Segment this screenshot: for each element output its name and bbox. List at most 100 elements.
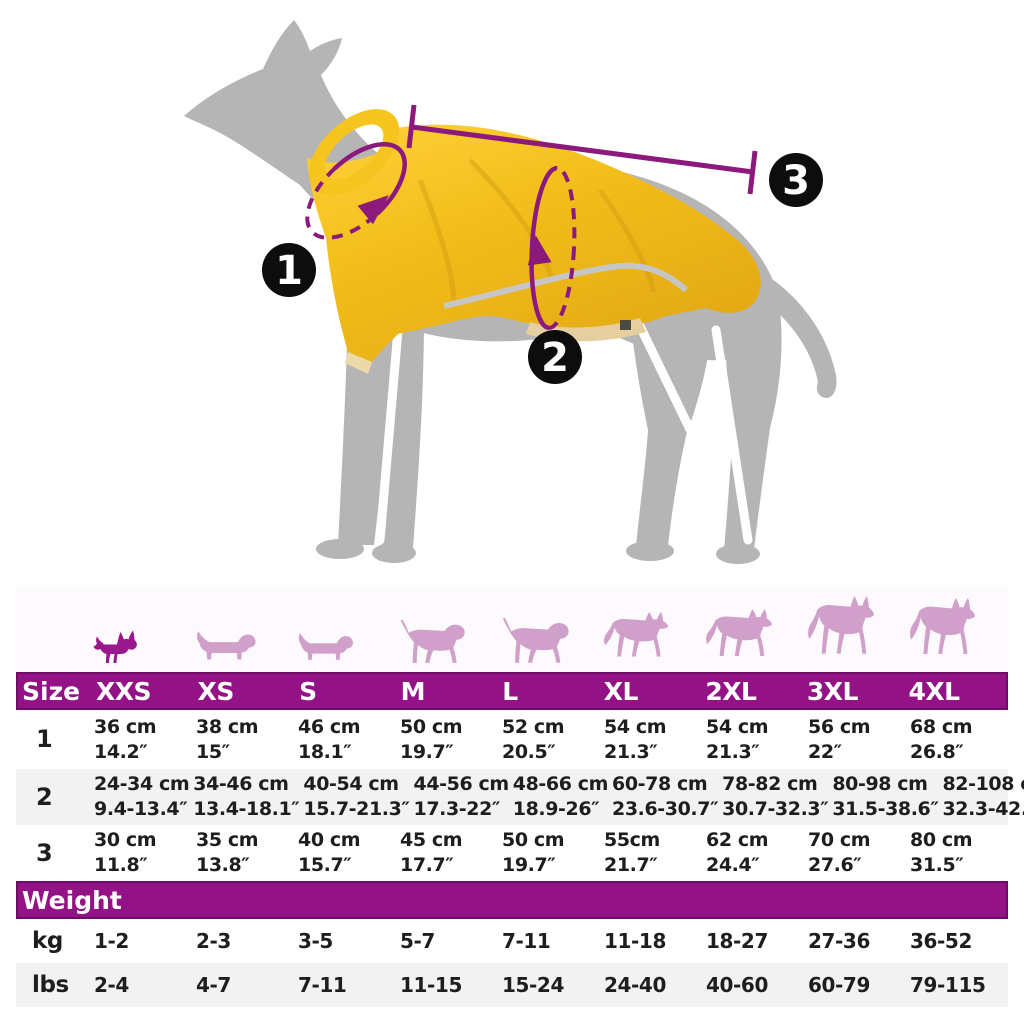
in-value: 15″: [196, 740, 230, 763]
in-value: 18.9-26″: [512, 798, 600, 820]
size-cell: 54 cm 21.3″: [702, 715, 804, 765]
cm-value: 82-108 cm: [942, 773, 1024, 795]
cm-value: 36 cm: [94, 715, 157, 738]
in-value: 21.3″: [604, 740, 658, 763]
cm-value: 50 cm: [502, 829, 565, 851]
in-value: 17.7″: [400, 854, 454, 876]
cm-value: 35 cm: [196, 829, 259, 851]
cm-value: 34-46 cm: [193, 773, 289, 795]
size-cell: 50 cm 19.7″: [396, 715, 498, 765]
lbs-cell: 11-15: [400, 972, 462, 997]
in-value: 32.3-42.5″: [942, 798, 1024, 820]
row-label-lbs: lbs: [32, 971, 69, 998]
cm-value: 30 cm: [94, 829, 157, 851]
front-flap-edge: [345, 352, 372, 374]
column-header-xl: XL: [603, 676, 639, 706]
markers: 1 2 3: [262, 153, 823, 384]
column-header-4xl: 4XL: [908, 676, 960, 706]
size-cell: 30 cm 11.8″: [90, 828, 192, 878]
size-cell: 60-78 cm 23.6-30.7″: [608, 772, 719, 822]
in-value: 20.5″: [502, 740, 556, 763]
great-dane-icon: [906, 594, 1008, 672]
size-cell: 82-108 cm 32.3-42.5″: [938, 772, 1024, 822]
weight-row-lbs: lbs 2-4 4-7 7-11 11-15 15-24 24-40 40-60…: [16, 963, 1008, 1007]
cm-value: 80 cm: [910, 829, 973, 851]
size-cell: 80 cm 31.5″: [906, 828, 1008, 878]
measurement-annotations: [305, 104, 758, 331]
cm-value: 48-66 cm: [512, 773, 609, 795]
dog-tail: [750, 270, 837, 398]
in-value: 19.7″: [502, 854, 556, 876]
in-value: 11.8″: [94, 854, 148, 876]
size-cell: 54 cm 21.3″: [600, 715, 702, 765]
column-header-m: M: [400, 676, 426, 706]
cm-value: 62 cm: [706, 829, 769, 851]
size-cell: 24-34 cm 9.4-13.4″: [90, 772, 190, 822]
leg-separators: [375, 313, 753, 545]
back-length-line: [406, 104, 758, 195]
column-header-xxs: XXS: [96, 676, 152, 706]
column-header-3xl: 3XL: [806, 676, 859, 706]
size-cell: 45 cm 17.7″: [396, 828, 498, 878]
size-cell: 55cm 21.7″: [600, 828, 702, 878]
weight-header-label: Weight: [22, 885, 122, 915]
size-header-row: Size XXS XS S M L XL 2XL 3XL 4XL: [16, 672, 1008, 710]
cm-value: 54 cm: [604, 715, 667, 738]
reflective-stripe: [443, 262, 688, 309]
dog-hind-leg: [628, 296, 712, 546]
cm-value: 78-82 cm: [722, 773, 818, 795]
in-value: 30.7-32.3″: [722, 798, 829, 820]
cm-value: 70 cm: [808, 829, 871, 851]
kg-cell: 1-2: [94, 928, 129, 953]
in-value: 9.4-13.4″: [94, 798, 188, 820]
marker-2-badge: [528, 330, 582, 384]
german-shepherd-icon: [600, 609, 702, 672]
size-cell: 52 cm 20.5″: [498, 715, 600, 765]
measurement-row-2: 2 24-34 cm 9.4-13.4″ 34-46 cm 13.4-18.1″ 4…: [16, 769, 1024, 825]
cm-value: 60-78 cm: [612, 773, 708, 795]
size-cell: 80-98 cm 31.5-38.6″: [828, 772, 939, 822]
in-value: 27.6″: [808, 854, 862, 876]
column-header-s: S: [299, 676, 317, 706]
neck-measure-ellipse: [305, 141, 407, 240]
cm-value: 55cm: [604, 829, 660, 851]
size-cell: 68 cm 26.8″: [906, 715, 1008, 765]
in-value: 18.1″: [298, 740, 352, 763]
in-value: 22″: [808, 740, 842, 763]
in-value: 26.8″: [910, 740, 964, 763]
column-header-xs: XS: [197, 676, 235, 706]
dachshund-icon: [192, 628, 294, 672]
in-value: 15.7-21.3″: [303, 798, 410, 820]
cm-value: 54 cm: [706, 715, 769, 738]
cm-value: 68 cm: [910, 715, 973, 738]
chest-measure-ellipse: [529, 165, 577, 331]
marker-1-number: 1: [275, 248, 303, 294]
row-label: 2: [36, 782, 53, 811]
cm-value: 52 cm: [502, 715, 565, 738]
size-cell: 40-54 cm 15.7-21.3″: [299, 772, 410, 822]
cm-value: 50 cm: [400, 715, 463, 738]
lbs-cell: 60-79: [808, 972, 870, 997]
in-value: 31.5-38.6″: [832, 798, 939, 820]
measurement-row-3: 3 30 cm 11.8″ 35 cm 13.8″ 40 cm 15.7″ 45 cm…: [16, 825, 1008, 881]
kg-cell: 18-27: [706, 928, 768, 953]
weight-header-bar: Weight: [16, 881, 1008, 919]
kg-cell: 36-52: [910, 928, 972, 953]
column-header-l: L: [502, 676, 518, 706]
size-cell: 70 cm 27.6″: [804, 828, 906, 878]
marker-3-number: 3: [782, 158, 810, 204]
size-cell: 38 cm 15″: [192, 715, 294, 765]
dog-icons-row: [16, 585, 1008, 672]
kg-cell: 2-3: [196, 928, 231, 953]
kg-cell: 11-18: [604, 928, 666, 953]
kg-cell: 27-36: [808, 928, 870, 953]
german-shepherd-icon: [702, 606, 804, 672]
column-header-2xl: 2XL: [705, 676, 757, 706]
cm-value: 56 cm: [808, 715, 871, 738]
dog-front-leg: [338, 312, 396, 545]
lbs-cell: 15-24: [502, 972, 564, 997]
lbs-cell: 7-11: [298, 972, 347, 997]
kg-cell: 5-7: [400, 928, 435, 953]
coat-folds: [417, 158, 657, 301]
lbs-cell: 4-7: [196, 972, 231, 997]
